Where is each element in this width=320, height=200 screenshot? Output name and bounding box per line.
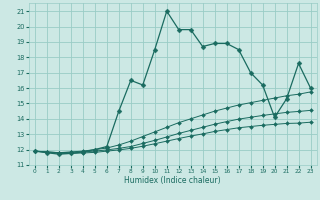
X-axis label: Humidex (Indice chaleur): Humidex (Indice chaleur)	[124, 176, 221, 185]
